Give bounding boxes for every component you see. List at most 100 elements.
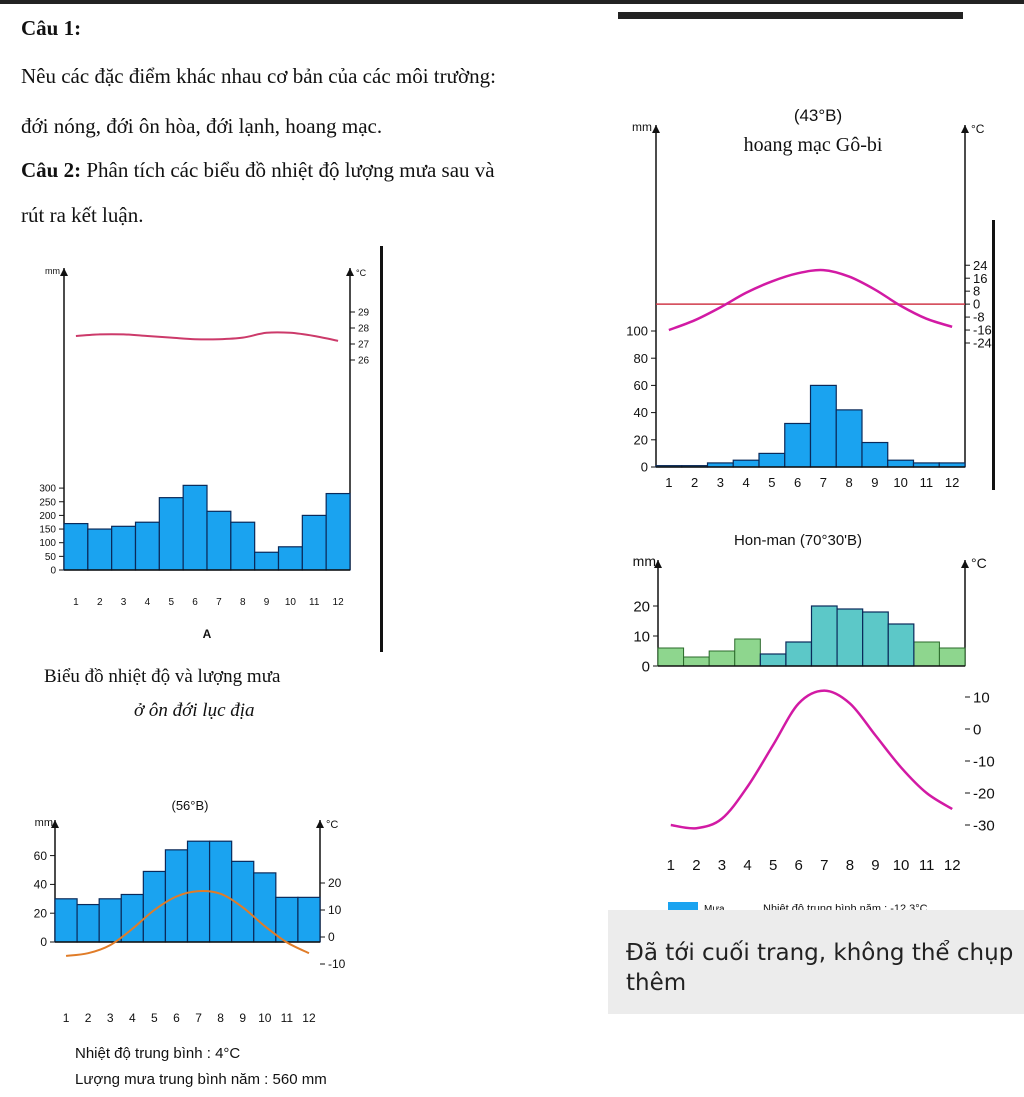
month-label: 2 [691,475,698,490]
snow-bar [708,650,736,667]
snow-bar [734,638,761,667]
rain-tick-label: 60 [634,378,648,393]
left-unit-label: mm [45,266,60,276]
left-unit-label: mm [632,120,652,134]
rain-tick-label: 100 [626,324,648,339]
month-label: 7 [195,1011,202,1025]
rain-bar [862,611,889,667]
rain-bar [835,409,863,468]
snow-bar [938,647,966,667]
temp-tick-label: -16 [973,323,992,338]
month-label: 8 [846,857,854,874]
gobi-title: hoang mạc Gô-bi [744,134,883,156]
rain-bar [759,653,787,667]
month-label: 4 [129,1011,136,1025]
rain-bar [297,896,321,943]
month-label: 4 [743,475,750,490]
rain-tick-label: 0 [642,658,650,675]
snow-bar [683,656,710,667]
month-label: 7 [820,857,828,874]
month-label: 12 [333,597,345,608]
month-label: 6 [794,475,801,490]
rain-bar [887,459,915,468]
month-label: 9 [871,857,879,874]
rain-tick-label: 250 [39,497,56,508]
chart-gobi-divider [992,220,995,490]
month-label: 8 [240,597,246,608]
rain-bar [98,898,122,943]
right-axis-arrow [346,268,354,276]
temperature-line [75,331,339,342]
left-axis-arrow [51,820,59,828]
temp-tick-label: 10 [973,689,990,706]
month-label: 10 [893,857,910,874]
rain-tick-label: 10 [633,628,650,645]
rain-tick-label: 0 [40,935,47,949]
right-axis-arrow [961,560,969,568]
right-unit-label: °C [971,122,985,136]
caption-a-line2: ở ôn đới lục địa [134,700,255,721]
rain-tick-label: 150 [39,525,56,536]
month-label: 4 [145,597,151,608]
month-label: 12 [944,857,961,874]
month-label: 2 [85,1011,92,1025]
temp-tick-label: -8 [973,310,985,325]
question2-heading: Câu 2: [21,158,82,182]
temp-tick-label: -10 [328,957,346,971]
month-label: 5 [769,857,777,874]
chart-a-title: A [203,627,212,641]
month-label: 1 [73,597,79,608]
month-label: 3 [718,857,726,874]
month-label: 3 [717,475,724,490]
question1-line1: Nêu các đặc điểm khác nhau cơ bản của cá… [21,64,496,88]
month-label: 3 [107,1011,114,1025]
month-label: 5 [151,1011,158,1025]
month-label: 1 [665,475,672,490]
temp-tick-label: -30 [973,817,995,834]
left-axis-arrow [654,560,662,568]
legend-rain-label: Mưa [704,904,725,915]
month-label: 12 [302,1011,316,1025]
right-unit-label: °C [326,819,338,831]
temp-tick-label: 0 [328,930,335,944]
temp-tick-label: 0 [973,297,980,312]
rain-tick-label: 0 [50,566,56,577]
temperature-line [668,268,953,332]
month-label: 6 [795,857,803,874]
question2-line1: Câu 2: Phân tích các biểu đồ nhiệt độ lư… [21,158,495,183]
temp-tick-label: 26 [358,356,370,367]
rain-bar [87,528,113,571]
month-label: 8 [217,1011,224,1025]
left-unit-label: mm [633,553,656,569]
caption-a-line1: Biểu đồ nhiệt độ và lượng mưa [44,666,281,687]
month-label: 7 [820,475,827,490]
c56-footer-rain: Lượng mưa trung bình năm : 560 mm [75,1071,327,1088]
rain-bar [758,452,786,468]
rain-tick-label: 20 [34,906,48,920]
rain-bar [277,546,303,571]
rain-bar [158,497,184,571]
temp-tick-label: 27 [358,340,370,351]
rain-bar [254,551,280,571]
gobi-latitude: (43°B) [794,106,842,125]
month-label: 8 [846,475,853,490]
rain-bar [134,521,160,571]
month-label: 5 [168,597,174,608]
rain-tick-label: 100 [39,538,56,549]
temp-tick-label: 10 [328,903,342,917]
rain-bar [63,522,89,571]
question2-text: Phân tích các biểu đồ nhiệt độ lượng mưa… [81,158,495,182]
question1-heading: Câu 1: [21,16,82,40]
rain-tick-label: 40 [634,405,648,420]
right-axis-arrow [961,125,969,133]
rain-tick-label: 0 [641,460,648,475]
rain-tick-label: 40 [34,878,48,892]
left-unit-label: mm [35,817,53,829]
temp-tick-label: 8 [973,284,980,299]
month-label: 9 [239,1011,246,1025]
rain-tick-label: 50 [45,552,57,563]
rain-bar [301,514,327,571]
